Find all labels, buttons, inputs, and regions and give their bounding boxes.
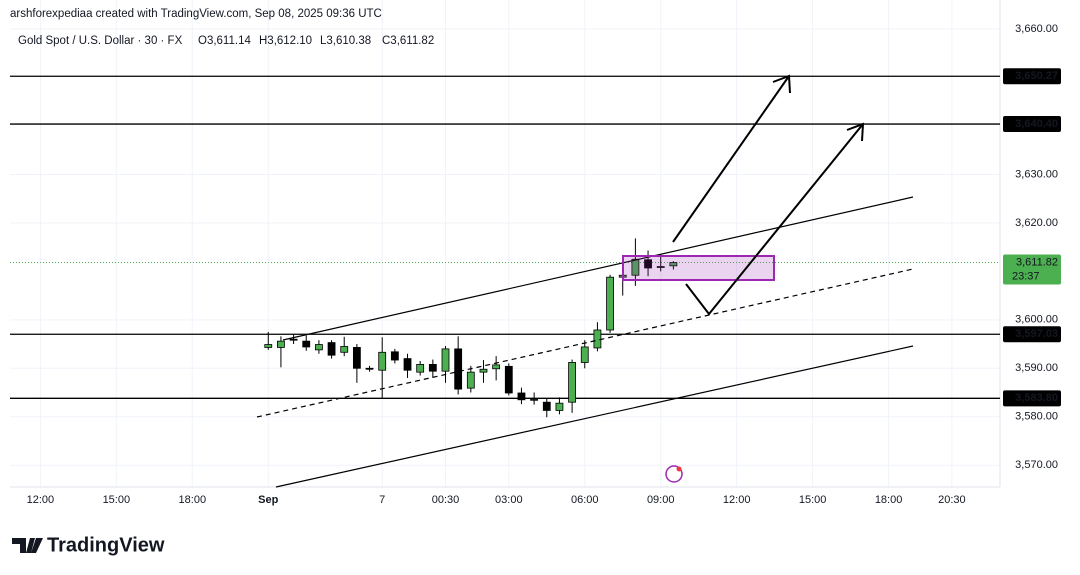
x-tick-label: 18:00 (875, 494, 903, 506)
plot (10, 75, 1000, 418)
candle-body (542, 401, 551, 411)
candle-body (302, 340, 311, 348)
level-tag-label: 3,640.40 (1015, 118, 1058, 130)
x-tick-label: 12:00 (723, 494, 751, 506)
y-tick-label: 3,570.00 (1015, 459, 1058, 471)
level-tag-label: 3,583.80 (1015, 392, 1058, 404)
y-tick-label: 3,620.00 (1015, 217, 1058, 229)
level-tag-label: 3,597.03 (1015, 328, 1058, 340)
level-tag-label: 3,650.27 (1015, 70, 1058, 82)
y-tick-label: 3,600.00 (1015, 314, 1058, 326)
candle-body (390, 351, 399, 361)
candle-body (352, 347, 361, 369)
channel-upper (282, 196, 914, 341)
candle-body (492, 364, 501, 370)
candle-body (555, 402, 564, 411)
x-tick-label: 18:00 (179, 494, 207, 506)
last-price-label: 3,611.82 (1016, 256, 1058, 268)
x-tick-label: 03:00 (495, 494, 523, 506)
candle-body (340, 346, 349, 353)
candle-body (631, 258, 640, 276)
y-tick-label: 3,590.00 (1015, 362, 1058, 374)
candle-body (504, 365, 513, 394)
candle-body (593, 329, 602, 349)
candle-body (327, 342, 336, 356)
candle-body (530, 398, 539, 401)
candle-body (479, 368, 488, 373)
candle-body (466, 371, 475, 389)
event-dot (676, 466, 682, 472)
last-price-tag (1003, 254, 1061, 285)
x-tick-label: 7 (379, 494, 385, 506)
level-tag (1003, 116, 1061, 133)
y-tick-label: 3,580.00 (1015, 411, 1058, 423)
candle-body (644, 259, 652, 269)
candle-body (568, 362, 576, 403)
candle-body (454, 348, 463, 390)
candle-body (264, 344, 273, 348)
grid: 3,570.00 3,580.00 3,590.00 3,600.00 3,620.00… (10, 0, 1058, 506)
y-tick-label: 3,630.00 (1015, 168, 1058, 180)
level-tag (1003, 68, 1061, 85)
channel-mid (256, 268, 914, 418)
arrow-1 (672, 75, 790, 243)
x-tick-label: 09:00 (647, 494, 675, 506)
x-tick-label: 06:00 (571, 494, 599, 506)
ohlc-open: O3,611.14 (198, 35, 251, 47)
zone-box (622, 255, 775, 281)
logo-mark (12, 538, 43, 553)
candle-body (656, 266, 665, 268)
candle-body (517, 392, 526, 401)
candle-body (669, 262, 678, 267)
x-tick-label: 12:00 (27, 494, 55, 506)
price-tags: 3,650.27 3,640.40 3,597.03 3,583.80 3,611.82… (1003, 68, 1061, 407)
logo: TradingView (12, 534, 165, 556)
watermark: arshforexpediaa created with TradingView… (10, 8, 382, 20)
candle-body (416, 364, 425, 373)
arrow-1-head (772, 74, 791, 94)
candle-body (606, 276, 614, 331)
arrow-2-head (846, 122, 865, 142)
y-tick-label: 3,660.00 (1015, 23, 1058, 35)
symbol: Gold Spot / U.S. Dollar · 30 · FX (18, 35, 183, 47)
arrow-2 (685, 123, 864, 316)
brand: TradingView (47, 534, 165, 556)
candle-body (365, 367, 374, 370)
ohlc-low: L3,610.38 (320, 35, 371, 47)
drawings (256, 74, 914, 488)
ohlc-close: C3,611.82 (382, 35, 434, 47)
countdown: 23:37 (1012, 270, 1040, 282)
candle-body (580, 346, 589, 363)
candle-body (315, 344, 323, 351)
x-tick-label: 15:00 (103, 494, 131, 506)
candle-body (428, 364, 437, 372)
x-tick-label: 15:00 (799, 494, 827, 506)
level-tag (1003, 326, 1061, 343)
candle-body (277, 340, 285, 348)
level-tag (1003, 390, 1061, 407)
candle-body (441, 348, 450, 372)
x-tick-label: 20:30 (938, 494, 966, 506)
ohlc-high: H3,612.10 (259, 35, 312, 47)
x-tick-label: 00:30 (432, 494, 460, 506)
candle-body (378, 351, 387, 371)
candle-body (289, 338, 298, 341)
channel-lower (275, 345, 914, 488)
x-tick-label: Sep (258, 494, 278, 506)
candle-body (403, 358, 412, 371)
